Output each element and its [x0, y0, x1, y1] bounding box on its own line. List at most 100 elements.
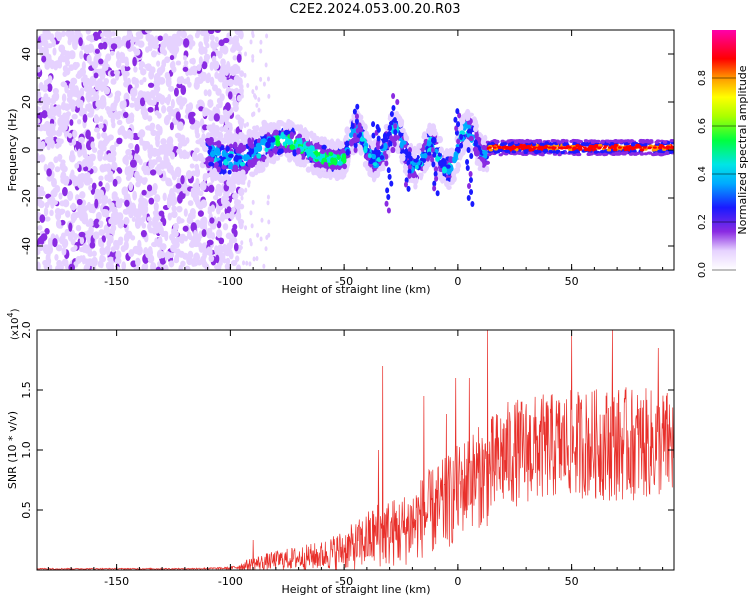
spectral-blob: [602, 146, 607, 149]
spectral-blob: [469, 153, 474, 159]
spectral-blob: [134, 171, 140, 178]
spectral-blob: [123, 92, 130, 102]
spectral-blob: [140, 229, 147, 238]
spectral-blob: [183, 60, 189, 66]
spectral-blob: [58, 44, 66, 53]
spectral-blob: [455, 167, 460, 174]
spectral-blob: [46, 175, 53, 182]
spectral-blob: [45, 60, 51, 66]
spectral-blob: [225, 145, 230, 152]
spectral-blob: [189, 163, 195, 169]
spectral-blob: [353, 142, 358, 149]
spectral-blob: [304, 159, 310, 164]
spectral-blob: [391, 147, 396, 153]
spectrogram-marks: [37, 30, 674, 270]
spectral-blob: [392, 117, 397, 123]
spectral-blob: [234, 30, 241, 35]
spectral-blob: [453, 116, 458, 123]
spectral-blob: [154, 194, 161, 203]
spectral-blob: [106, 108, 113, 116]
spectral-blob: [264, 62, 268, 68]
spectral-blob: [52, 87, 59, 95]
spectral-blob: [216, 221, 222, 229]
spectral-blob: [138, 90, 145, 97]
spectral-blob: [91, 182, 97, 190]
spectral-blob: [128, 142, 134, 150]
spectral-blob: [188, 42, 193, 50]
spectral-blob: [73, 244, 78, 251]
spectral-blob: [279, 120, 285, 127]
spectral-blob: [413, 158, 419, 163]
spectral-blob: [593, 150, 599, 154]
spectral-blob: [97, 189, 105, 199]
spectral-blob: [296, 147, 301, 155]
spectral-blob: [473, 120, 478, 128]
spectral-blob: [647, 151, 653, 155]
spectral-blob: [498, 148, 504, 152]
spectral-blob: [369, 141, 374, 147]
spectral-blob: [168, 85, 175, 92]
spectral-blob: [337, 164, 342, 171]
spectral-blob: [88, 177, 93, 184]
snr-multiplier-exponent: 4: [6, 312, 15, 317]
spectral-blob: [353, 137, 358, 144]
spectral-blob: [87, 43, 95, 53]
spectral-blob: [616, 152, 621, 156]
spectral-blob: [125, 230, 133, 239]
spectral-blob: [237, 187, 245, 197]
spectral-blob: [228, 239, 234, 249]
spectral-blob: [93, 115, 100, 124]
spectral-blob: [139, 192, 144, 203]
spectral-blob: [110, 102, 117, 112]
spectral-blob: [208, 145, 213, 151]
spectral-blob: [251, 57, 255, 63]
spectral-blob: [525, 140, 531, 144]
spectral-blob: [406, 185, 411, 192]
spectral-blob: [187, 212, 193, 222]
spectral-blob: [219, 255, 224, 263]
spectral-blob: [517, 146, 522, 149]
spectral-blob: [176, 148, 183, 155]
spectral-blob: [277, 148, 284, 154]
spectral-blob: [297, 153, 302, 161]
spectral-blob: [37, 261, 41, 270]
spectral-blob: [208, 157, 215, 163]
spectral-blob: [70, 77, 78, 85]
spectral-blob: [96, 132, 101, 140]
spectral-blob: [587, 146, 592, 149]
spectral-blob: [424, 162, 430, 171]
spectral-blob: [465, 159, 470, 165]
spectral-blob: [268, 150, 273, 158]
spectral-blob: [459, 134, 464, 141]
spectral-blob: [397, 118, 403, 125]
spectral-blob: [145, 63, 152, 70]
spectral-blob: [239, 70, 245, 77]
spectral-blob: [141, 222, 147, 229]
spectral-blob: [77, 99, 84, 107]
spectral-blob: [174, 166, 182, 176]
spectral-blob: [669, 139, 674, 143]
spectral-blob: [240, 175, 246, 180]
spectral-blob: [118, 126, 125, 135]
spectral-blob: [562, 146, 567, 149]
spectral-blob: [221, 45, 229, 55]
spectral-blob: [201, 133, 206, 141]
spectral-blob: [507, 146, 512, 149]
spectral-blob: [251, 33, 255, 39]
spectral-blob: [152, 210, 158, 216]
spectral-blob: [543, 149, 549, 153]
spectral-blob: [187, 200, 194, 206]
spectral-blob: [375, 123, 380, 130]
spectral-blob: [156, 223, 162, 232]
spectral-blob: [216, 229, 222, 239]
spectral-blob: [382, 137, 389, 143]
spectral-blob: [287, 154, 292, 162]
x-tick-label: 0: [454, 575, 461, 588]
spectral-blob: [167, 93, 172, 103]
spectral-blob: [435, 154, 441, 163]
spectral-blob: [376, 168, 381, 173]
snr-multiplier-label: (x104): [6, 308, 21, 340]
spectral-blob: [54, 254, 59, 261]
spectral-blob: [208, 161, 215, 167]
